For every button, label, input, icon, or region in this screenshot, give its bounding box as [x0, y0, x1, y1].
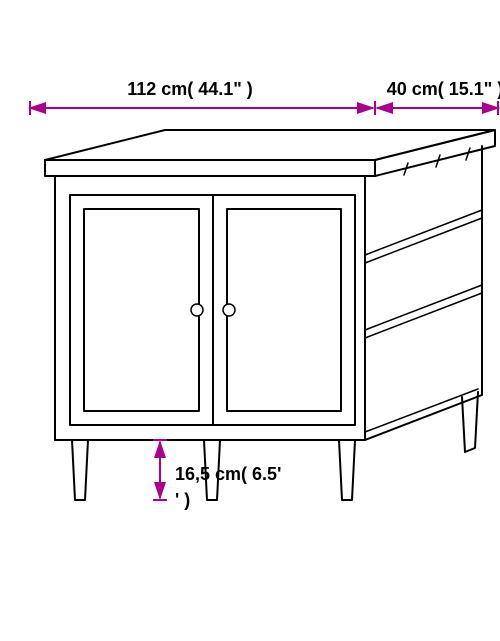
door-left-inner [84, 209, 199, 411]
tabletop-front [45, 160, 375, 176]
doors [70, 195, 355, 425]
leg-3 [339, 440, 355, 500]
door-right-inner [227, 209, 341, 411]
dim-depth-label: 40 cm( 15.1" ) [387, 79, 500, 99]
dim-leg-label-2: ' ) [175, 490, 190, 510]
tabletop-top [45, 130, 495, 160]
dim-width-label: 112 cm( 44.1" ) [127, 79, 253, 99]
body-right [365, 146, 482, 440]
open-shelves [365, 210, 482, 440]
dimension-top: 112 cm( 44.1" ) 40 cm( 15.1" ) [30, 79, 500, 115]
dim-leg-label-1: 16,5 cm( 6.5' [175, 464, 281, 484]
dimension-drawing: 112 cm( 44.1" ) 40 cm( 15.1" ) [0, 0, 500, 641]
body-front [55, 176, 365, 440]
knob-right [223, 304, 235, 316]
knob-left [191, 304, 203, 316]
cabinet [45, 130, 495, 500]
tabletop-right [375, 130, 495, 176]
leg-1 [72, 440, 88, 500]
